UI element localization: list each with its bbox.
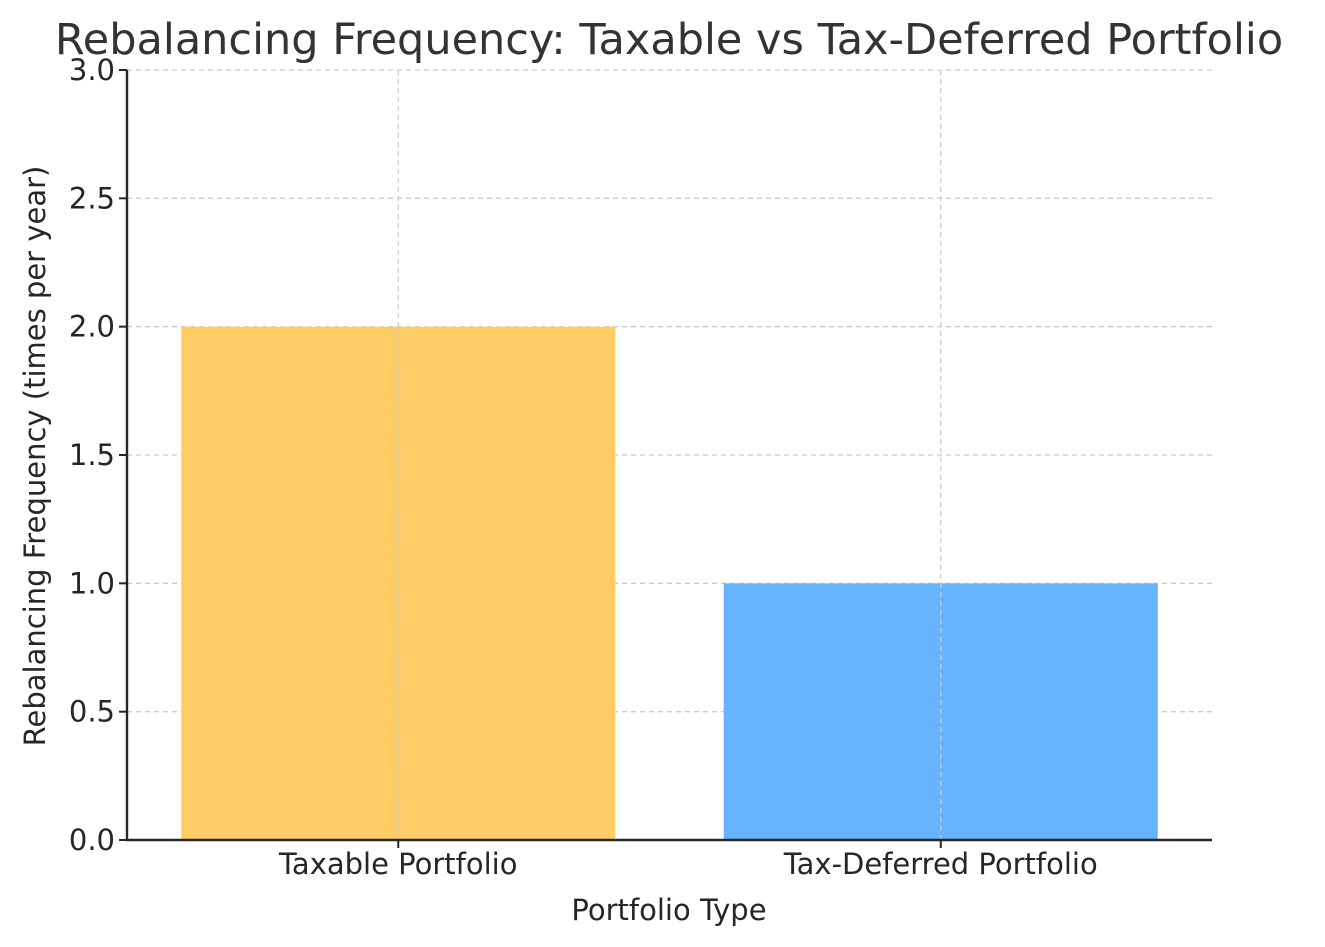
y-tick-label: 2.0 <box>69 310 115 344</box>
x-tick-label: Tax-Deferred Portfolio <box>783 847 1098 881</box>
y-tick-label: 1.5 <box>69 438 115 472</box>
y-tick-label: 2.5 <box>69 181 115 215</box>
chart-title: Rebalancing Frequency: Taxable vs Tax-De… <box>55 15 1283 65</box>
y-tick-label: 1.0 <box>69 566 115 600</box>
x-tick-label: Taxable Portfolio <box>278 847 517 881</box>
x-axis-label: Portfolio Type <box>571 893 766 927</box>
y-tick-label: 0.5 <box>69 695 115 729</box>
tick-layer: 0.0 0.5 1.0 1.5 2.0 2.5 3.0 Taxable Portfolio Ta… <box>69 53 1098 881</box>
y-axis-label: Rebalancing Frequency (times per year) <box>18 166 52 747</box>
y-tick-label: 3.0 <box>69 53 115 87</box>
y-tick-label: 0.0 <box>69 823 115 857</box>
overlay-grid-layer <box>397 70 942 840</box>
